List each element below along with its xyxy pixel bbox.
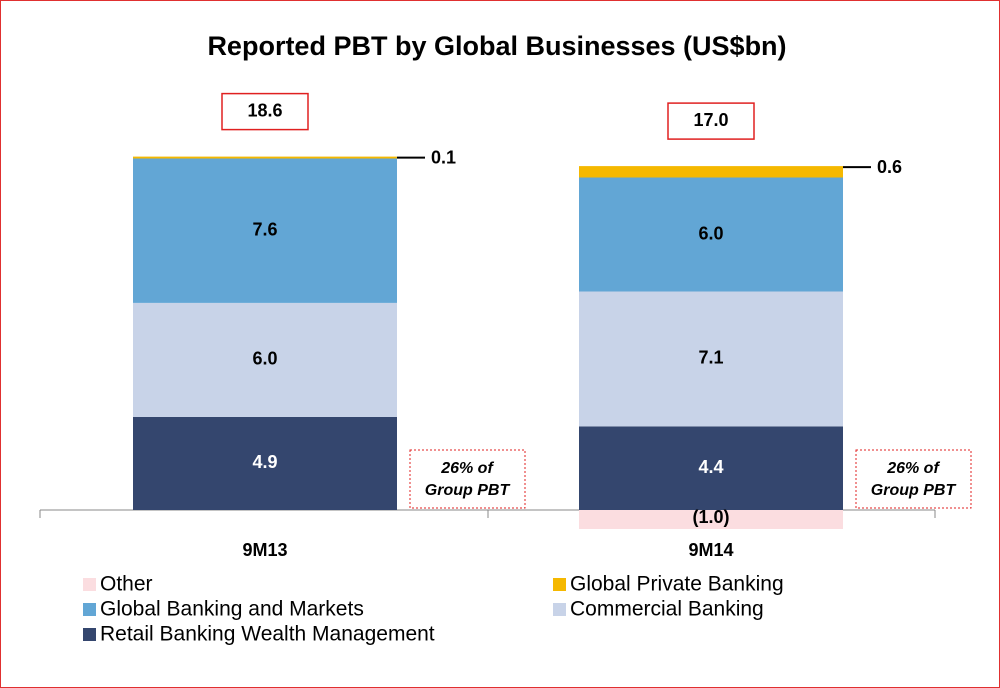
- annotation-box: [409, 449, 526, 509]
- data-label: 0.6: [877, 157, 902, 177]
- x-tick-label: 9M14: [688, 540, 733, 560]
- data-label: 6.0: [252, 349, 277, 369]
- legend-swatch: [83, 603, 96, 616]
- bar-segment: [579, 291, 843, 427]
- annotation: 26% of Group PBT: [871, 460, 957, 499]
- legend-swatch: [83, 628, 96, 641]
- legend-label: Global Private Banking: [570, 573, 784, 596]
- legend-label: Global Banking and Markets: [100, 598, 364, 621]
- annotation-line: 26% of: [886, 460, 940, 477]
- legend-swatch: [553, 578, 566, 591]
- data-label: 4.4: [698, 457, 723, 477]
- chart-title: Reported PBT by Global Businesses (US$bn…: [207, 31, 786, 61]
- legend-label: Commercial Banking: [570, 598, 764, 621]
- legend-label: Other: [100, 573, 153, 596]
- total-box: [221, 92, 309, 131]
- total-label: 17.0: [693, 110, 728, 130]
- x-tick-label: 9M13: [242, 540, 287, 560]
- bar-segment: [579, 426, 843, 510]
- bar-segment: [579, 166, 843, 178]
- annotation-line: Group PBT: [425, 482, 511, 499]
- data-label: 6.0: [698, 223, 723, 243]
- bar-segment: [133, 158, 397, 303]
- annotation-line: 26% of: [440, 460, 494, 477]
- data-label: 0.1: [431, 147, 456, 167]
- bar-segment: [133, 302, 397, 417]
- bar-segment: [579, 177, 843, 292]
- bar-segment: [579, 510, 843, 529]
- bar-segment: [133, 416, 397, 510]
- annotation-box: [855, 449, 972, 509]
- legend-swatch: [553, 603, 566, 616]
- data-label: 4.9: [252, 452, 277, 472]
- bar-segment: [133, 156, 397, 159]
- annotation: 26% of Group PBT: [425, 460, 511, 499]
- data-label: 7.6: [252, 219, 277, 239]
- total-box: [667, 102, 755, 140]
- legend-swatch: [83, 578, 96, 591]
- legend-label: Retail Banking Wealth Management: [100, 623, 435, 646]
- annotation-line: Group PBT: [871, 482, 957, 499]
- data-label: 7.1: [698, 348, 723, 368]
- total-label: 18.6: [247, 100, 282, 120]
- data-label: (1.0): [692, 507, 729, 527]
